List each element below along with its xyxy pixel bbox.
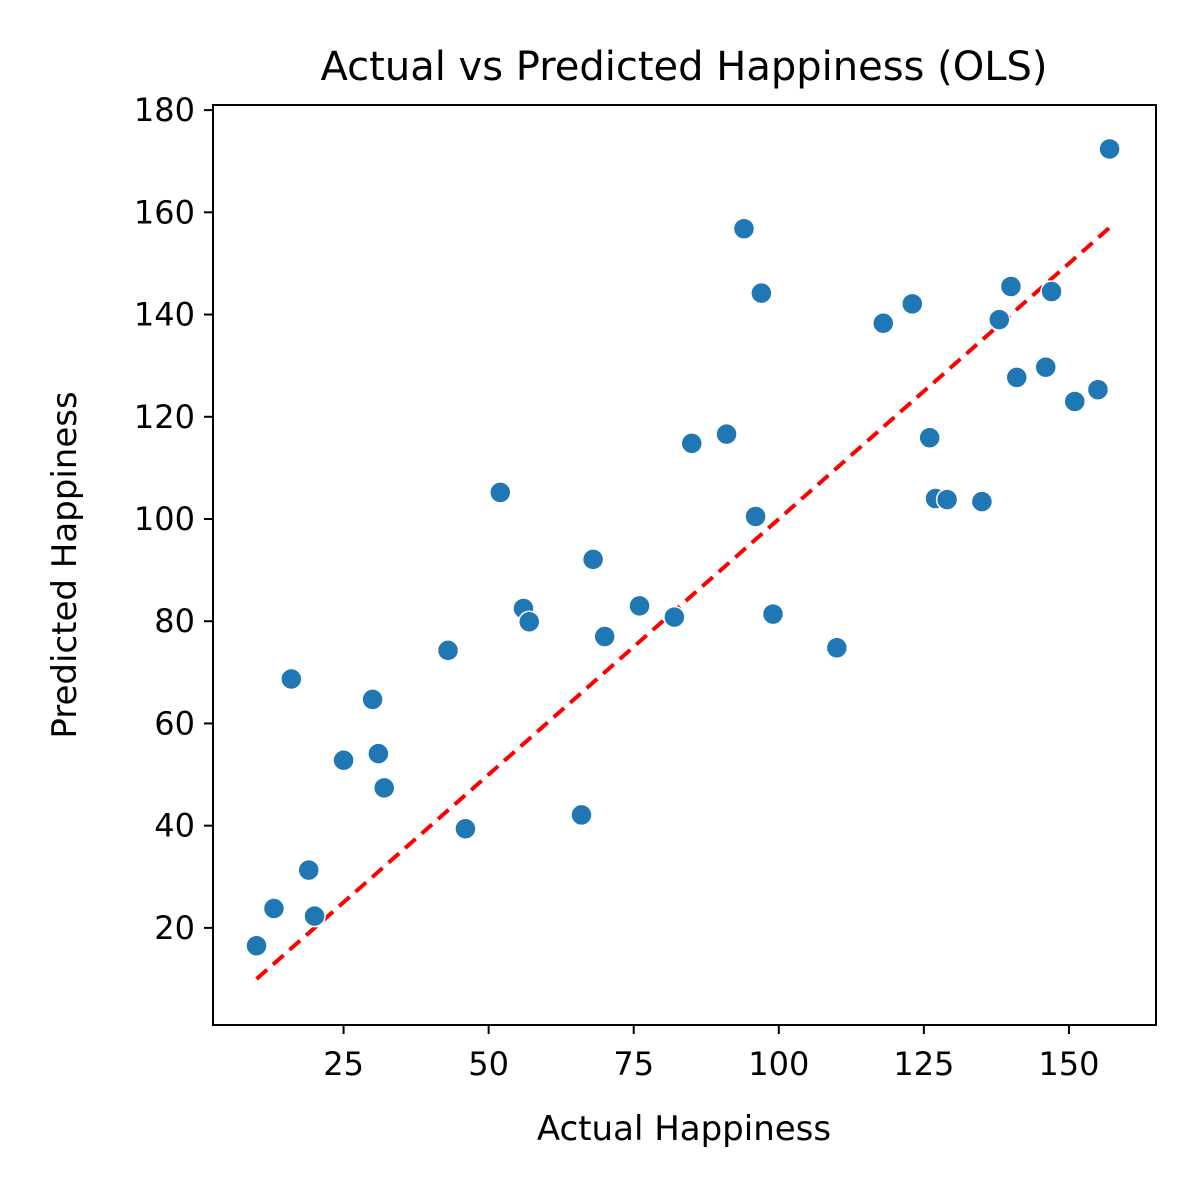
x-tick-label: 125 bbox=[893, 1045, 954, 1083]
scatter-point bbox=[593, 625, 616, 648]
scatter-point bbox=[303, 904, 326, 928]
y-tick-label: 160 bbox=[134, 193, 195, 231]
scatter-point bbox=[518, 610, 541, 633]
scatter-point bbox=[970, 490, 994, 513]
scatter-point bbox=[901, 292, 924, 316]
scatter-point bbox=[761, 602, 785, 626]
scatter-point bbox=[750, 281, 773, 305]
scatter-point bbox=[663, 605, 686, 629]
reference-line bbox=[255, 226, 1111, 981]
scatter-point bbox=[872, 311, 895, 335]
scatter-point bbox=[280, 667, 303, 691]
scatter-point bbox=[628, 594, 651, 618]
scatter-point bbox=[581, 548, 605, 571]
y-axis-label: Predicted Happiness bbox=[45, 391, 85, 738]
scatter-point bbox=[825, 636, 849, 660]
scatter-point bbox=[262, 897, 286, 920]
plot-area: 25 50 75 100 125 150 20 40 60 80 100 120 140 160 180 bbox=[134, 91, 1157, 1083]
chart-title: Actual vs Predicted Happiness (OLS) bbox=[321, 44, 1048, 90]
x-tick-label: 25 bbox=[323, 1045, 364, 1083]
scatter-point bbox=[1040, 280, 1063, 303]
scatter-point bbox=[715, 422, 738, 446]
scatter-point bbox=[918, 426, 941, 449]
scatter-point bbox=[744, 505, 767, 528]
x-tick-label: 150 bbox=[1038, 1045, 1099, 1083]
x-tick-label: 100 bbox=[748, 1045, 809, 1083]
x-tick-label: 50 bbox=[468, 1045, 509, 1083]
y-tick-label: 140 bbox=[134, 296, 195, 334]
scatter-point bbox=[436, 639, 460, 662]
scatter-point bbox=[489, 481, 512, 504]
scatter-point bbox=[332, 748, 355, 772]
scatter-point bbox=[570, 803, 593, 827]
scatter-point bbox=[732, 217, 756, 240]
y-tick-label: 80 bbox=[154, 602, 195, 640]
scatter-point bbox=[1098, 137, 1121, 161]
y-tick-label: 120 bbox=[134, 398, 195, 436]
scatter-point bbox=[680, 432, 704, 455]
x-axis-label: Actual Happiness bbox=[537, 1109, 831, 1149]
y-tick-label: 100 bbox=[134, 500, 195, 538]
scatter-point bbox=[367, 742, 390, 765]
scatter-point bbox=[999, 275, 1023, 298]
axes-frame bbox=[212, 104, 1157, 1026]
scatter-point bbox=[1005, 366, 1028, 389]
scatter-point bbox=[372, 776, 396, 800]
y-tick-label: 20 bbox=[154, 909, 195, 947]
scatter-point bbox=[935, 488, 959, 511]
x-tick-label: 75 bbox=[613, 1045, 654, 1083]
scatter-point bbox=[1086, 378, 1110, 401]
y-tick-label: 60 bbox=[154, 704, 195, 742]
scatter-point bbox=[1063, 390, 1087, 413]
y-tick-label: 40 bbox=[154, 807, 195, 845]
scatter-point bbox=[297, 858, 321, 882]
scatter-point bbox=[245, 934, 268, 958]
y-tick-label: 180 bbox=[134, 91, 195, 129]
scatter-point bbox=[454, 817, 477, 840]
scatter-point bbox=[361, 688, 384, 711]
scatter-point bbox=[988, 308, 1011, 331]
scatter-point bbox=[1034, 355, 1057, 379]
